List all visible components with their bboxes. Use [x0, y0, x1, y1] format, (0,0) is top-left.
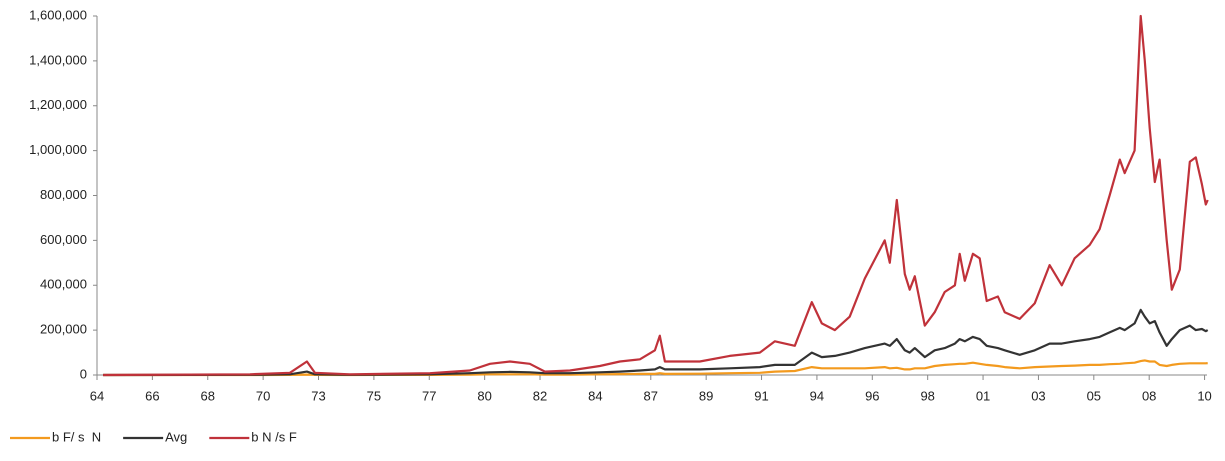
x-tick-label: 75 — [367, 388, 381, 403]
x-tick-label: 73 — [311, 388, 325, 403]
legend-label: b F/ s N — [52, 429, 101, 444]
x-tick-label: 08 — [1142, 388, 1156, 403]
x-tick-label: 01 — [976, 388, 990, 403]
y-tick-label: 1,000,000 — [29, 142, 87, 157]
y-tick-label: 400,000 — [40, 277, 87, 292]
series-line — [103, 308, 1209, 377]
x-tick-label: 82 — [533, 388, 547, 403]
x-tick-label: 87 — [644, 388, 658, 403]
legend-label: b N /s F — [251, 429, 297, 444]
x-tick-label: 70 — [256, 388, 270, 403]
x-tick-label: 89 — [699, 388, 713, 403]
x-tick-label: 03 — [1031, 388, 1045, 403]
y-tick-label: 1,400,000 — [29, 52, 87, 67]
legend-label: Avg — [165, 429, 187, 444]
x-tick-label: 84 — [588, 388, 602, 403]
y-tick-label: 1,600,000 — [29, 7, 87, 22]
x-tick-label: 68 — [201, 388, 215, 403]
x-tick-label: 64 — [90, 388, 104, 403]
series-line — [103, 14, 1209, 377]
y-tick-label: 0 — [80, 366, 87, 381]
y-tick-label: 600,000 — [40, 232, 87, 247]
series-line — [103, 359, 1208, 377]
x-tick-label: 91 — [754, 388, 768, 403]
y-tick-label: 200,000 — [40, 322, 87, 337]
x-tick-label: 98 — [920, 388, 934, 403]
x-tick-label: 77 — [422, 388, 436, 403]
x-tick-label: 96 — [865, 388, 879, 403]
y-tick-label: 800,000 — [40, 187, 87, 202]
x-tick-label: 05 — [1087, 388, 1101, 403]
x-tick-label: 94 — [810, 388, 824, 403]
y-tick-label: 1,200,000 — [29, 97, 87, 112]
x-tick-label: 66 — [145, 388, 159, 403]
x-tick-label: 80 — [477, 388, 491, 403]
x-tick-label: 10 — [1197, 388, 1211, 403]
